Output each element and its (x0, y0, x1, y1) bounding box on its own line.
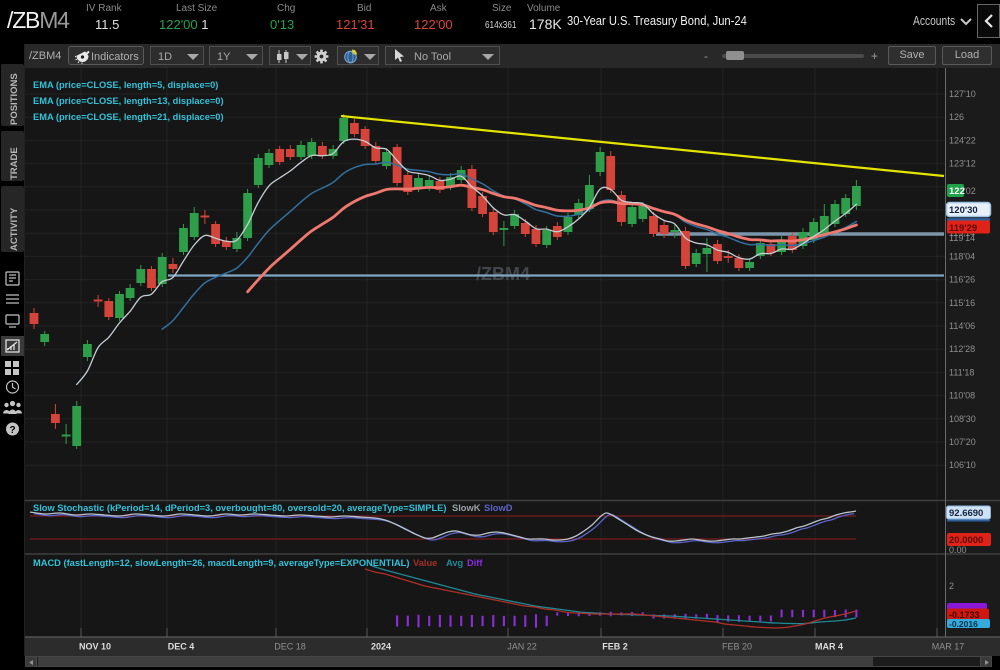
svg-text:120'30: 120'30 (949, 205, 978, 216)
svg-text:114'06: 114'06 (949, 321, 975, 331)
svg-text:123'12: 123'12 (949, 159, 976, 169)
svg-text:107'20: 107'20 (949, 437, 976, 447)
svg-text:119'29: 119'29 (949, 223, 977, 234)
svg-text:Diff: Diff (467, 558, 483, 568)
svg-text:SlowD: SlowD (484, 503, 513, 513)
svg-text:DEC 18: DEC 18 (274, 642, 306, 652)
svg-text:NOV 10: NOV 10 (79, 642, 111, 652)
svg-text:FEB 2: FEB 2 (602, 642, 628, 652)
svg-text:'02: '02 (964, 186, 976, 196)
svg-text:POSITIONS: POSITIONS (9, 73, 20, 125)
svg-text:116'26: 116'26 (949, 275, 975, 285)
svg-text:JAN 22: JAN 22 (507, 642, 537, 652)
svg-text:MAR 17: MAR 17 (932, 642, 965, 652)
svg-text:MACD (fastLength=12, slowLengt: MACD (fastLength=12, slowLength=26, macd… (33, 558, 409, 568)
svg-text:118'04: 118'04 (949, 251, 975, 261)
svg-text:111'18: 111'18 (949, 367, 974, 377)
svg-text:FEB 20: FEB 20 (722, 642, 752, 652)
svg-text:EMA (price=CLOSE, length=13, d: EMA (price=CLOSE, length=13, displace=0) (33, 96, 224, 106)
svg-text:ACTIVITY: ACTIVITY (9, 207, 20, 251)
svg-text:127'10: 127'10 (949, 89, 976, 99)
svg-text:DEC 4: DEC 4 (168, 642, 195, 652)
svg-text:112'28: 112'28 (949, 344, 975, 354)
svg-text:2024: 2024 (371, 642, 391, 652)
svg-text:122: 122 (949, 186, 965, 197)
svg-text:2: 2 (949, 581, 954, 591)
svg-text:-0.2016: -0.2016 (949, 619, 978, 629)
svg-text:EMA (price=CLOSE, length=21, d: EMA (price=CLOSE, length=21, displace=0) (33, 112, 224, 122)
svg-text:20.0000: 20.0000 (949, 535, 983, 546)
svg-text:SlowK: SlowK (452, 503, 481, 513)
svg-text:?: ? (9, 425, 15, 436)
svg-text:Value: Value (413, 558, 437, 568)
svg-text:115'16: 115'16 (949, 298, 975, 308)
svg-text:MAR 4: MAR 4 (815, 642, 843, 652)
svg-text:Avg: Avg (446, 558, 464, 568)
svg-text:0.00: 0.00 (949, 545, 967, 555)
svg-text:EMA (price=CLOSE, length=5, di: EMA (price=CLOSE, length=5, displace=0) (33, 80, 218, 90)
svg-text:TRADE: TRADE (9, 147, 20, 180)
svg-text:119'14: 119'14 (949, 233, 975, 243)
svg-text:108'30: 108'30 (949, 414, 976, 424)
svg-text:124'22: 124'22 (949, 135, 976, 145)
svg-text:/ZBM4: /ZBM4 (476, 264, 530, 284)
svg-text:6: 6 (353, 51, 357, 57)
svg-text:Slow Stochastic (kPeriod=14, d: Slow Stochastic (kPeriod=14, dPeriod=3, … (33, 503, 446, 513)
svg-text:-0.1733: -0.1733 (949, 610, 980, 620)
svg-text:106'10: 106'10 (949, 460, 976, 470)
svg-text:110'08: 110'08 (949, 391, 975, 401)
svg-text:126: 126 (949, 112, 964, 122)
svg-text:92.6690: 92.6690 (949, 508, 983, 519)
